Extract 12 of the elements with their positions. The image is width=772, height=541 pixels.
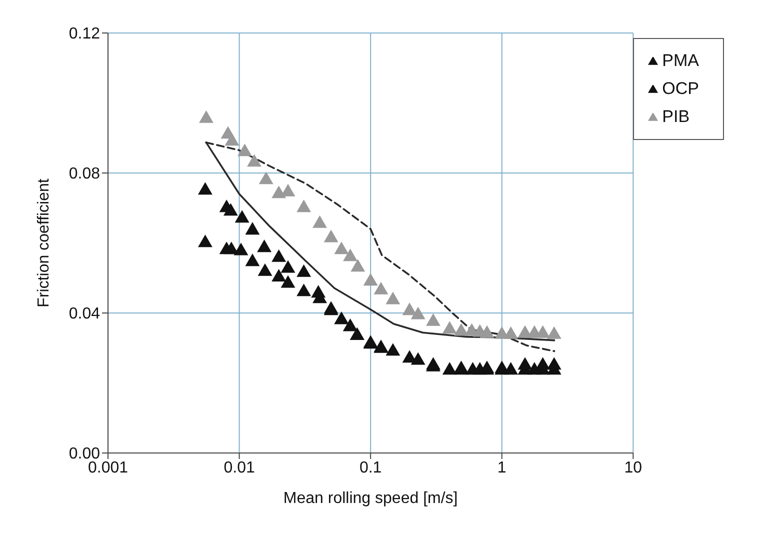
y-tick-label: 0.04	[68, 306, 100, 323]
legend-label: PMA	[662, 51, 699, 70]
x-tick-label: 10	[624, 459, 642, 476]
x-tick-label: 1	[497, 459, 506, 476]
y-axis-title: Friction coefficient	[36, 178, 53, 308]
legend-label: PIB	[662, 107, 690, 126]
x-tick-label: 0.01	[224, 459, 255, 476]
x-axis-title: Mean rolling speed [m/s]	[283, 490, 458, 507]
y-tick-label: 0.08	[68, 166, 100, 183]
legend-label: OCP	[662, 79, 699, 98]
x-tick-label: 0.1	[359, 459, 382, 476]
y-tick-label: 0.12	[68, 26, 100, 43]
